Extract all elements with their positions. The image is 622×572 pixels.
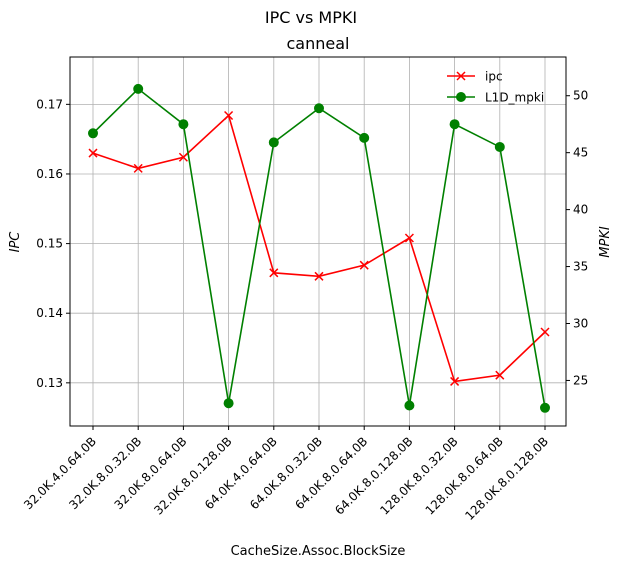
- chart-suptitle: IPC vs MPKI: [265, 8, 357, 27]
- y-tick-label-left: 0.16: [36, 167, 63, 181]
- series-layer: [88, 83, 550, 413]
- x-tick-label: 128.0K.8.0.128.0B: [462, 434, 551, 523]
- data-point-ipc: [133, 163, 143, 173]
- data-point-l1d-mpki: [404, 400, 415, 411]
- marker-stroke: [456, 71, 466, 81]
- data-point-ipc: [540, 327, 550, 337]
- x-axis-label: CacheSize.Assoc.BlockSize: [231, 544, 406, 559]
- legend-marker-l1d-mpki: [456, 92, 466, 102]
- data-point-l1d-mpki: [88, 128, 98, 139]
- y-axis-label-left: IPC: [8, 231, 23, 253]
- data-point-l1d-mpki: [314, 103, 324, 114]
- axes: 32.0K.4.0.64.0B32.0K.8.0.32.0B32.0K.8.0.…: [21, 89, 588, 523]
- y-tick-label-right: 50: [573, 89, 588, 103]
- data-point-ipc: [269, 268, 279, 278]
- marker-stroke: [404, 233, 414, 243]
- y-tick-label-right: 35: [573, 260, 588, 274]
- x-tick-label: 64.0K.8.0.128.0B: [332, 434, 415, 517]
- y-tick-label-left: 0.14: [36, 306, 63, 320]
- y-tick-label-left: 0.17: [36, 97, 63, 111]
- data-point-ipc: [359, 260, 369, 270]
- data-point-ipc: [314, 271, 324, 281]
- data-point-l1d-mpki: [268, 137, 279, 148]
- y-tick-label-right: 25: [573, 373, 588, 387]
- data-point-ipc: [450, 376, 460, 386]
- data-point-l1d-mpki: [540, 402, 550, 413]
- data-point-l1d-mpki: [133, 83, 144, 94]
- marker-stroke: [540, 327, 550, 337]
- grid: [70, 57, 566, 426]
- marker-stroke: [450, 376, 460, 386]
- data-point-l1d-mpki: [178, 119, 189, 130]
- data-point-ipc: [495, 370, 505, 380]
- data-point-ipc: [224, 110, 234, 121]
- legend: ipc L1D_mpki: [447, 70, 544, 105]
- chart-title: canneal: [287, 34, 350, 53]
- marker-stroke: [359, 260, 369, 270]
- y-tick-label-right: 45: [573, 146, 588, 160]
- y-tick-label-left: 0.13: [36, 376, 63, 390]
- marker-stroke: [178, 152, 188, 162]
- data-point-l1d-mpki: [449, 119, 460, 130]
- marker-stroke: [88, 148, 98, 158]
- legend-label: L1D_mpki: [485, 91, 544, 105]
- y-tick-label-left: 0.15: [36, 237, 63, 251]
- data-point-l1d-mpki: [223, 398, 234, 409]
- marker-stroke: [133, 163, 143, 173]
- legend-label: ipc: [485, 70, 503, 84]
- marker-stroke: [314, 271, 324, 281]
- data-point-ipc: [404, 233, 414, 243]
- y-tick-label-right: 30: [573, 317, 588, 331]
- data-point-ipc: [88, 148, 98, 158]
- x-tick-label: 32.0K.8.0.128.0B: [151, 434, 234, 517]
- x-tick-label: 128.0K.8.0.64.0B: [423, 434, 506, 517]
- data-point-ipc: [178, 152, 188, 162]
- y-tick-label-right: 40: [573, 203, 588, 217]
- plot-frame: [69, 56, 567, 427]
- data-point-l1d-mpki: [359, 132, 370, 143]
- x-tick-label: 128.0K.8.0.32.0B: [377, 434, 460, 517]
- y-axis-label-right: MPKI: [598, 226, 613, 258]
- data-point-l1d-mpki: [494, 141, 505, 152]
- legend-marker-ipc: [456, 71, 466, 81]
- marker-stroke: [269, 268, 279, 278]
- marker-stroke: [224, 110, 234, 121]
- marker-stroke: [495, 370, 505, 380]
